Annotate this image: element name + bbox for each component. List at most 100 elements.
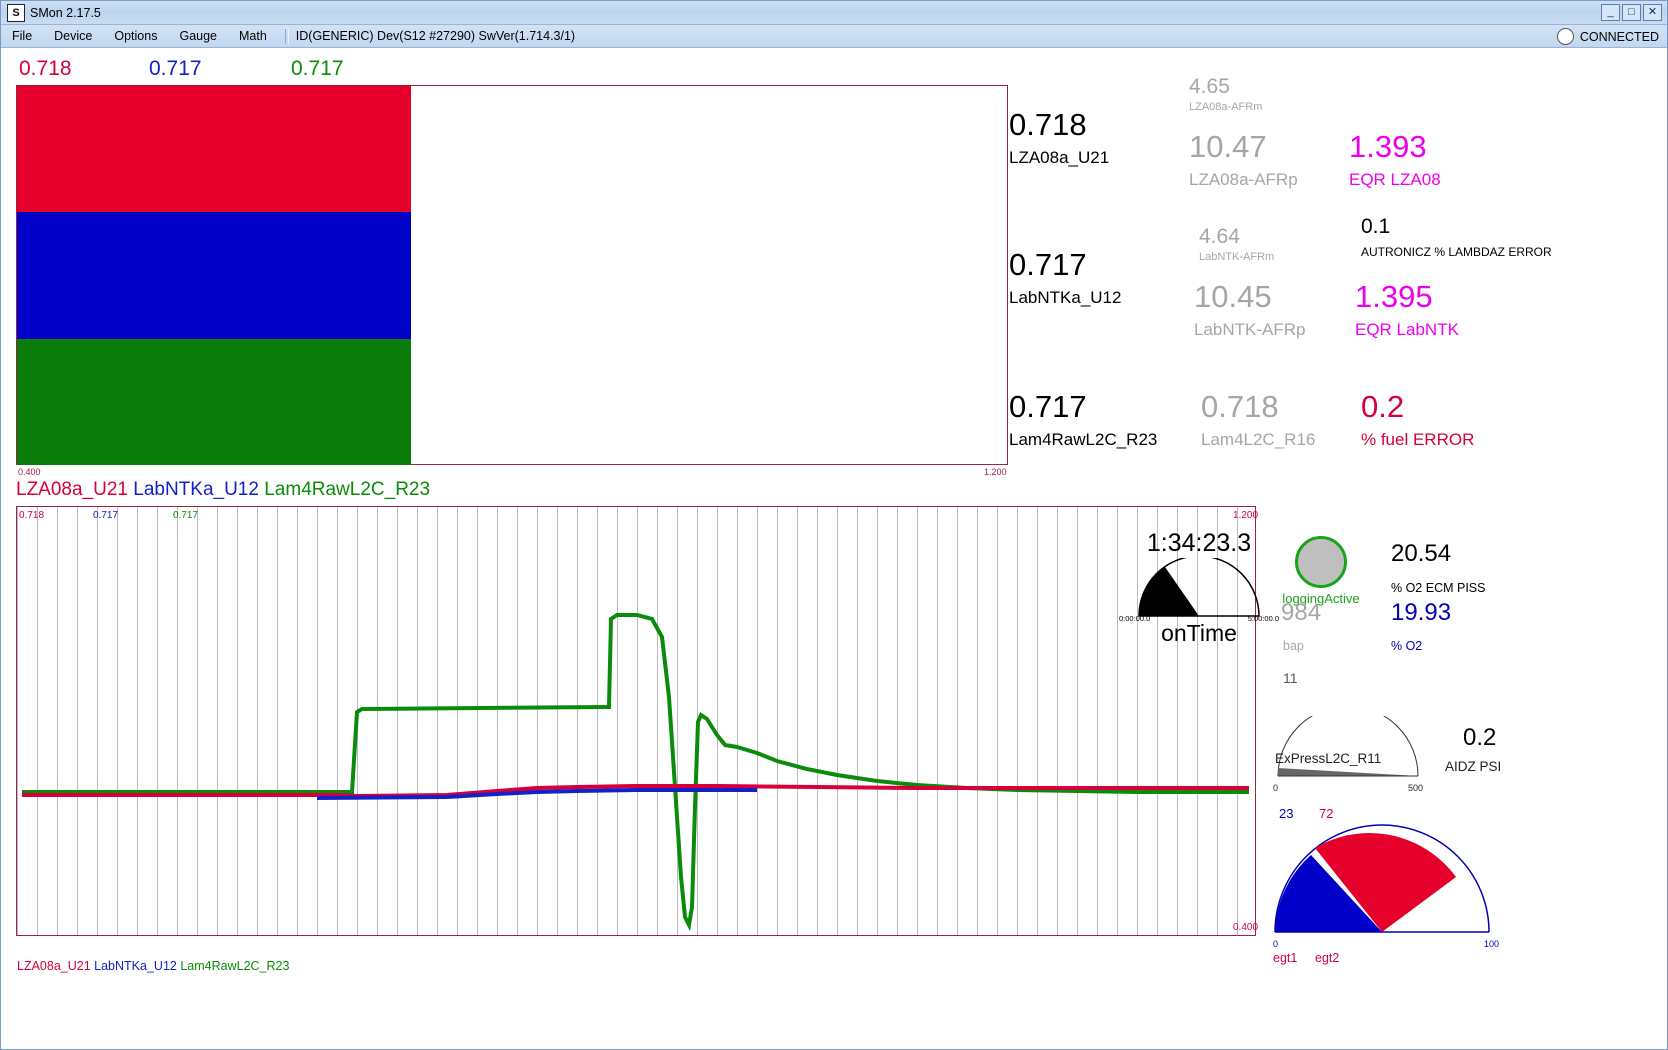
title-bar: S SMon 2.17.5 _ □ ✕	[1, 1, 1667, 25]
connection-status: CONNECTED	[1556, 28, 1659, 45]
top-readout-row: 0.718 0.717 0.717	[1, 57, 1011, 87]
strip-value-red: 0.718	[19, 510, 45, 521]
window-title: SMon 2.17.5	[30, 5, 101, 20]
smon-logo-icon: S	[7, 3, 25, 22]
readout-value: 10.47	[1189, 129, 1267, 164]
logging-label: loggingActive	[1282, 591, 1360, 606]
maximize-icon[interactable]: □	[1622, 4, 1641, 21]
close-icon[interactable]: ✕	[1643, 4, 1662, 21]
readout-label: LabNTK-AFRm	[1199, 251, 1275, 263]
trace-lza08a	[22, 784, 1249, 799]
minimize-icon[interactable]: _	[1601, 4, 1620, 21]
bar-chart-axis-min: 0.400	[18, 467, 41, 477]
device-info-text: ID(GENERIC) Dev(S12 #27290) SwVer(1.714.…	[295, 29, 576, 43]
egt-scale-min: 0	[1273, 939, 1279, 949]
egt-scale-max: 100	[1483, 939, 1499, 949]
o2-label: % O2	[1391, 639, 1423, 653]
egt-scale: 0 100	[1271, 939, 1501, 951]
strip-chart-legend: LZA08a_U21 LabNTKa_U12 Lam4RawL2C_R23	[17, 959, 289, 973]
readout-lza08a-afrp: 10.47 LZA08a-AFRp	[1189, 131, 1298, 188]
top-readout-red: 0.718	[19, 57, 72, 80]
egt2-value: 72	[1319, 806, 1334, 821]
o2-ecm-value: 20.54	[1391, 540, 1452, 567]
readout-label: Lam4RawL2C_R23	[1009, 430, 1158, 449]
menu-device[interactable]: Device	[54, 29, 93, 43]
readout-value: 0.718	[1201, 389, 1279, 424]
count-value: 11	[1283, 670, 1298, 686]
legend-item-labntka: LabNTKa_U12	[94, 959, 177, 973]
aidz-psi-label: AIDZ PSI	[1445, 759, 1502, 774]
readout-value: 10.45	[1194, 279, 1272, 314]
readout-lza08a-afrm: 4.65 LZA08a-AFRm	[1189, 76, 1262, 113]
legend-item-lam4raw: Lam4RawL2C_R23	[264, 479, 431, 500]
menu-bar: File Device Options Gauge Math ID(GENERI…	[1, 25, 1667, 48]
readout-label: LabNTK-AFRp	[1194, 320, 1306, 339]
egt-values: 23 72	[1271, 806, 1501, 822]
readout-lza08a-u21: 0.718 LZA08a_U21	[1009, 109, 1109, 166]
readout-value: 0.1	[1361, 215, 1391, 238]
expressl2c-scale: 0 500	[1273, 783, 1423, 794]
egt2-label: egt2	[1315, 951, 1340, 965]
menu-divider	[284, 28, 289, 44]
bap-label: bap	[1283, 639, 1304, 653]
o2-ecm-label: % O2 ECM PISS	[1391, 581, 1486, 595]
readout-value: 0.2	[1361, 389, 1405, 424]
strip-value-green: 0.717	[173, 510, 199, 521]
legend-item-lza08a: LZA08a_U21	[16, 479, 128, 500]
menu-math[interactable]: Math	[239, 29, 267, 43]
readout-eqr-labntk: 1.395 EQR LabNTK	[1355, 281, 1459, 338]
readout-label: LabNTKa_U12	[1009, 288, 1122, 307]
bap-value: 984	[1281, 599, 1322, 626]
readout-lam4raw-l2c-r23: 0.717 Lam4RawL2C_R23	[1009, 391, 1157, 448]
ontime-scale-min: 0:00:00.0	[1119, 614, 1151, 623]
aidz-psi-value: 0.2	[1463, 724, 1497, 751]
readout-label: AUTRONICZ % LAMBDAZ ERROR	[1361, 245, 1552, 259]
expressl2c-scale-min: 0	[1273, 783, 1279, 793]
egt-labels: egt1 egt2	[1271, 951, 1501, 965]
legend-item-labntka: LabNTKa_U12	[133, 479, 259, 500]
connection-led-icon	[1556, 28, 1574, 45]
readout-label: EQR LZA08	[1349, 170, 1441, 189]
o2-value: 19.93	[1391, 599, 1452, 626]
readout-label: LZA08a-AFRm	[1189, 101, 1263, 113]
strip-axis-max: 1.200	[1233, 510, 1259, 521]
readout-lam4l2c-r16: 0.718 Lam4L2C_R16	[1201, 391, 1315, 448]
strip-value-blue: 0.717	[93, 510, 119, 521]
connection-status-label: CONNECTED	[1579, 29, 1659, 44]
readout-labntk-afrm: 4.64 LabNTK-AFRm	[1199, 226, 1274, 263]
logging-led-icon	[1295, 536, 1347, 588]
menu-file[interactable]: File	[12, 29, 33, 43]
logging-active-indicator: loggingActive	[1281, 536, 1361, 606]
strip-axis-min: 0.400	[1233, 922, 1259, 933]
expressl2c-label: ExPressL2C_R11	[1275, 751, 1382, 766]
readout-autronicz-lambdaz-error: 0.1 AUTRONICZ % LAMBDAZ ERROR	[1361, 216, 1552, 258]
ontime-dial-icon	[1138, 558, 1260, 617]
menu-gauge[interactable]: Gauge	[179, 29, 217, 43]
readout-fuel-error: 0.2 % fuel ERROR	[1361, 391, 1474, 448]
ontime-label: onTime	[1161, 620, 1237, 646]
egt1-value: 23	[1279, 806, 1294, 821]
ontime-scale-max: 5:00:00.0	[1247, 614, 1279, 623]
strip-chart-traces	[22, 613, 1249, 932]
ontime-gauge: 1:34:23.3 0:00:00.0 5:00:00.0 onTime	[1119, 529, 1279, 647]
legend-item-lam4raw: Lam4RawL2C_R23	[180, 959, 290, 973]
top-readout-blue: 0.717	[149, 57, 202, 80]
ontime-value: 1:34:23.3	[1146, 529, 1252, 557]
readout-value: 0.717	[1009, 247, 1087, 282]
readout-label: LZA08a-AFRp	[1189, 170, 1298, 189]
strip-chart[interactable]	[16, 506, 1256, 936]
egt-gauge: 23 72 0 100 egt1 egt2	[1271, 806, 1501, 965]
bar-lza08a	[17, 86, 411, 212]
readout-label: % fuel ERROR	[1361, 430, 1475, 449]
numeric-readout-panel: 0.718 LZA08a_U21 0.717 LabNTKa_U12 0.717…	[1009, 61, 1668, 481]
readout-label: LZA08a_U21	[1009, 148, 1110, 167]
readout-value: 0.717	[1009, 389, 1087, 424]
bar-labntka	[17, 212, 411, 339]
readout-label: Lam4L2C_R16	[1201, 430, 1316, 449]
menu-options[interactable]: Options	[114, 29, 158, 43]
egt-dial-icon	[1274, 824, 1490, 933]
readout-eqr-lza08: 1.393 EQR LZA08	[1349, 131, 1441, 188]
bar-chart[interactable]	[16, 85, 1008, 465]
expressl2c-dial-icon	[1277, 705, 1419, 777]
